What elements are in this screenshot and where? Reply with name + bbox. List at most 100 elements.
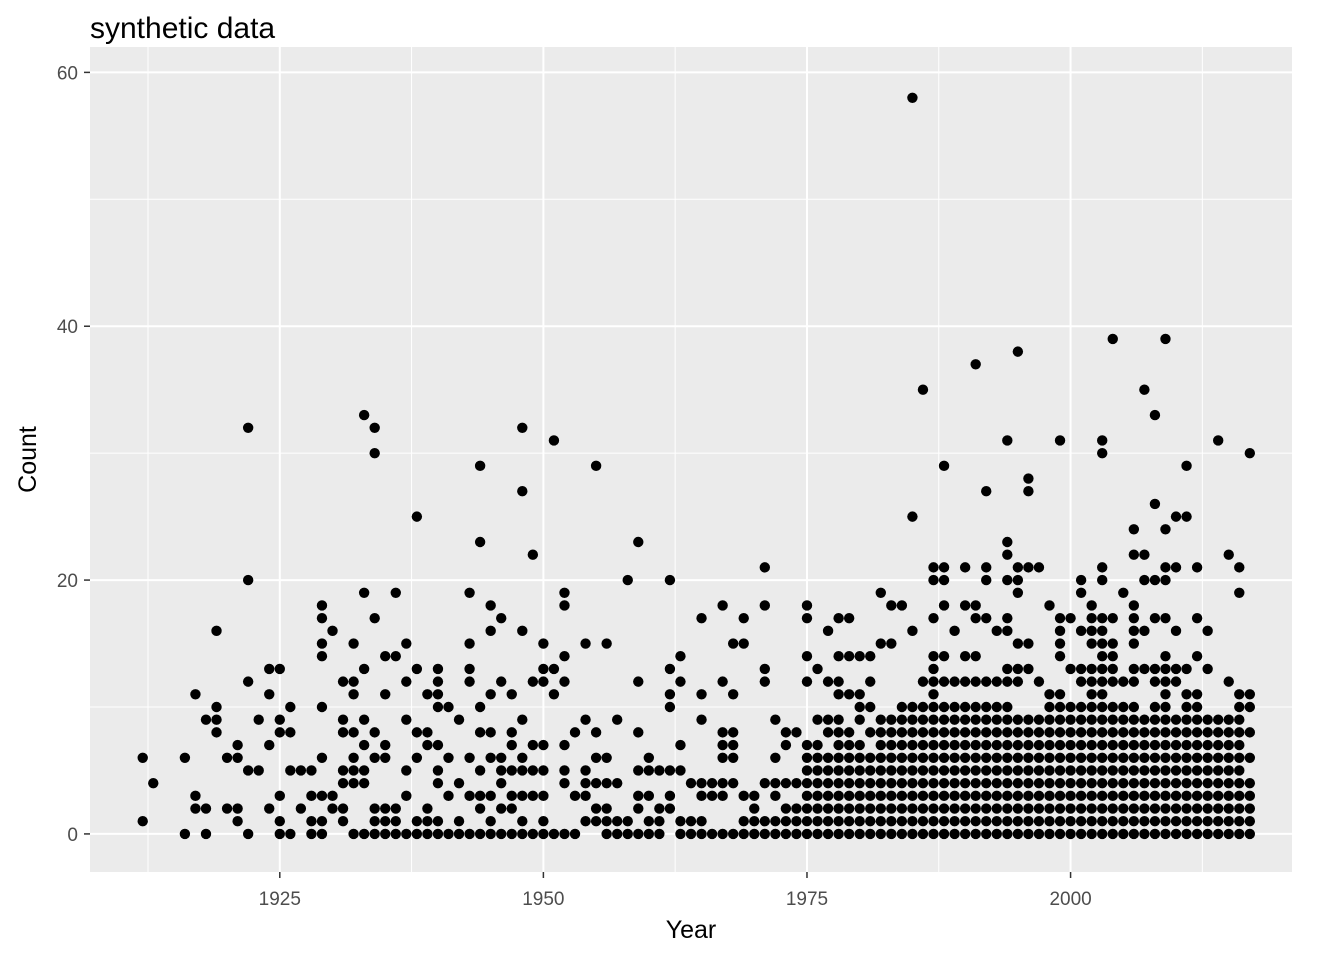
data-point [1075,752,1087,763]
data-point [1223,790,1234,802]
data-point [506,739,517,751]
data-point [611,828,623,840]
data-point [1012,739,1024,751]
data-point [527,739,539,751]
data-point [401,714,412,725]
data-point [1139,574,1150,586]
data-point [865,752,876,763]
data-point [1012,752,1024,763]
data-point [548,663,560,675]
data-point [1128,612,1140,624]
data-point [1191,701,1203,713]
data-point [274,727,285,738]
axes: 1925 1950 1975 2000 0 20 40 60 [57,63,1092,910]
data-point [1012,777,1024,789]
data-point [696,816,707,827]
data-point [822,828,834,840]
data-point [1128,777,1140,789]
data-point [917,828,929,840]
data-point [1149,777,1161,789]
data-point [970,600,981,611]
data-point [727,752,739,763]
data-point [1097,651,1108,662]
data-point [886,638,897,649]
data-point [285,828,296,840]
data-point [917,701,929,713]
data-point [559,600,570,611]
data-point [907,92,918,103]
data-point [411,828,423,840]
data-point [1139,384,1150,395]
data-point [917,714,929,725]
data-point [422,816,433,827]
data-point [738,828,749,840]
data-point [970,612,981,624]
data-point [1054,803,1066,814]
data-point [1149,739,1161,751]
data-point [1002,739,1013,751]
data-point [1044,752,1055,763]
data-point [1223,676,1234,687]
data-point [559,676,570,687]
data-point [1181,689,1192,700]
data-point [959,803,971,814]
x-tick-label: 1975 [786,889,828,910]
data-point [1202,790,1213,802]
data-point [854,752,865,763]
data-point [938,752,950,763]
data-point [422,689,433,700]
data-point [791,727,802,738]
data-point [706,777,718,789]
data-point [1170,777,1182,789]
data-point [928,612,939,624]
data-point [1118,727,1129,738]
data-point [949,752,960,763]
data-point [369,816,380,827]
data-point [1023,765,1034,776]
data-point [822,777,834,789]
data-point [1212,435,1224,446]
data-point [717,790,728,802]
data-point [1118,765,1129,776]
data-point [886,828,897,840]
data-point [1097,714,1108,725]
data-point [801,777,813,789]
data-point [1202,663,1213,675]
data-point [938,828,950,840]
data-point [422,739,433,751]
data-point [232,739,243,751]
data-point [1054,701,1066,713]
data-point [1097,828,1108,840]
data-point [938,460,950,472]
data-point [358,587,370,598]
data-point [1023,828,1034,840]
data-point [369,447,380,459]
data-point [928,765,939,776]
data-point [1002,435,1013,446]
data-point [148,777,159,789]
data-point [1181,511,1192,522]
data-point [896,828,908,840]
data-point [633,828,644,840]
data-point [1075,816,1087,827]
data-point [1139,765,1150,776]
data-point [949,739,960,751]
data-point [717,600,728,611]
data-point [1033,714,1045,725]
data-point [453,816,465,827]
data-point [1012,714,1024,725]
data-point [485,816,496,827]
data-point [474,790,486,802]
data-point [1139,739,1150,751]
data-point [938,651,950,662]
data-point [759,828,771,840]
data-point [970,816,981,827]
data-point [664,574,676,586]
data-point [274,790,285,802]
data-point [959,600,971,611]
data-point [812,777,823,789]
data-point [1234,714,1245,725]
data-point [1118,739,1129,751]
data-point [242,765,254,776]
data-point [886,739,897,751]
